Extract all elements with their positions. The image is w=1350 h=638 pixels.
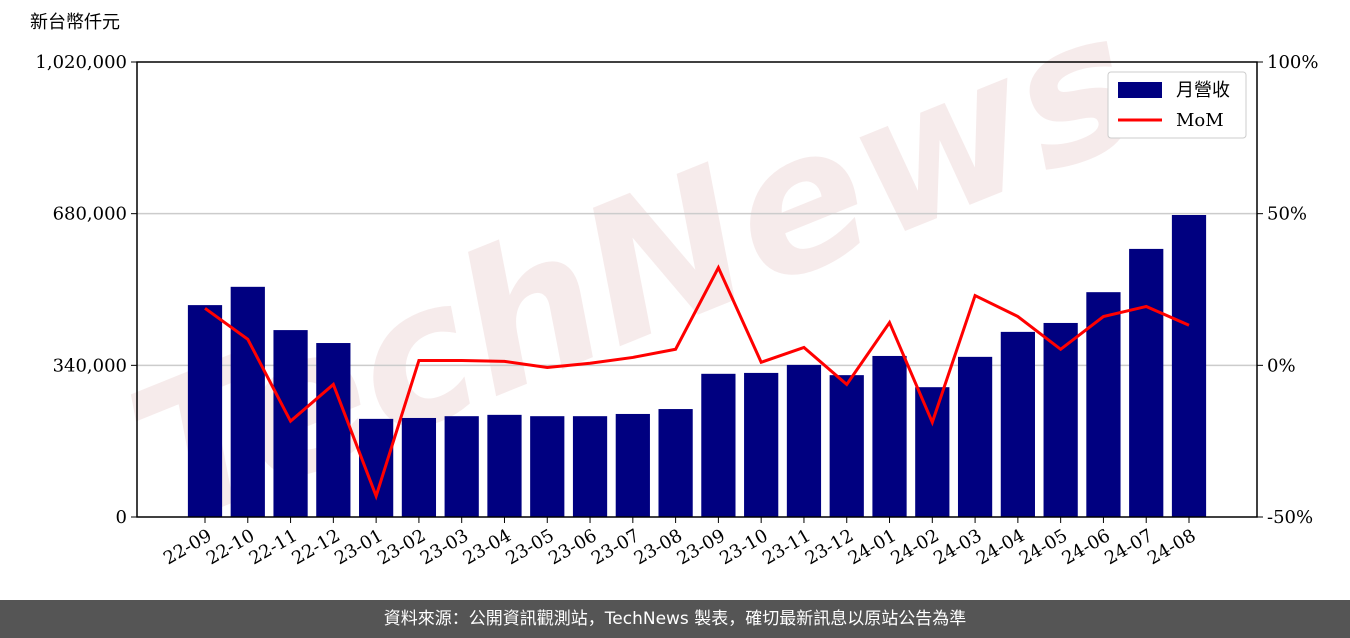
x-tick-label: 23-12 [802, 525, 857, 569]
bar [1129, 248, 1164, 517]
chart: 新台幣仟元 TechNews0340,000680,0001,020,000-5… [30, 0, 1318, 570]
bar [530, 416, 565, 517]
bar [1000, 331, 1035, 517]
line [204, 264, 1190, 501]
x-tick-label: 24-08 [1144, 525, 1199, 569]
x-tick-label: 23-08 [631, 525, 686, 569]
legend-label: MoM [1176, 110, 1224, 131]
legend: 月營收 MoM [1107, 71, 1247, 139]
x-tick-label: 23-06 [545, 525, 600, 569]
x-tick-label: 23-01 [331, 525, 386, 569]
bar [316, 343, 351, 517]
bar [829, 375, 864, 517]
footer: 資料來源：公開資訊觀測站，TechNews 製表，確切最新訊息以原站公告為準 [0, 600, 1350, 638]
bar [444, 416, 479, 517]
y2-tick-label: -50% [1267, 507, 1313, 528]
x-tick-label: 24-04 [973, 525, 1028, 569]
bar [401, 417, 437, 517]
legend-swatch [1118, 82, 1162, 98]
bar [1171, 215, 1207, 518]
y2-tick-label: 50% [1267, 204, 1307, 225]
bar [658, 409, 693, 517]
bar [701, 373, 736, 517]
bar [872, 355, 907, 517]
y-tick-label: 0 [116, 507, 127, 528]
y-tick-label: 680,000 [53, 204, 127, 225]
x-tick-label: 22-12 [288, 525, 343, 569]
x-tick-label: 24-05 [1016, 525, 1071, 569]
bar [957, 356, 993, 517]
bar [1043, 322, 1078, 517]
bar [487, 414, 522, 517]
x-tick-label: 23-05 [502, 525, 557, 569]
x-tick-label: 23-09 [673, 525, 728, 569]
y2-tick-label: 0% [1267, 355, 1296, 376]
y2-tick-label: 100% [1267, 52, 1318, 73]
x-tick-label: 24-07 [1101, 525, 1156, 569]
x-tick-label: 23-02 [374, 525, 429, 569]
bar [230, 286, 265, 517]
bar [572, 416, 608, 517]
bar [744, 372, 779, 517]
y-tick-label: 340,000 [53, 355, 127, 376]
bar [187, 305, 223, 517]
bar [915, 387, 950, 517]
y-axis-label: 新台幣仟元 [30, 12, 120, 33]
x-tick-label: 23-04 [460, 525, 515, 569]
x-tick-label: 24-06 [1058, 525, 1113, 569]
bar [273, 330, 308, 517]
x-tick-label: 24-02 [887, 525, 942, 569]
x-tick-label: 23-03 [417, 525, 472, 569]
bar [1086, 292, 1121, 517]
x-tick-label: 23-10 [716, 525, 771, 569]
legend-label: 月營收 [1176, 80, 1230, 101]
x-tick-label: 24-03 [930, 525, 985, 569]
bar [786, 364, 822, 517]
y-tick-label: 1,020,000 [35, 52, 127, 73]
x-tick-label: 23-11 [759, 525, 814, 569]
plot-frame [136, 61, 1258, 518]
x-tick-label: 24-01 [845, 525, 900, 569]
x-tick-label: 23-07 [588, 525, 643, 569]
bar [615, 413, 650, 517]
